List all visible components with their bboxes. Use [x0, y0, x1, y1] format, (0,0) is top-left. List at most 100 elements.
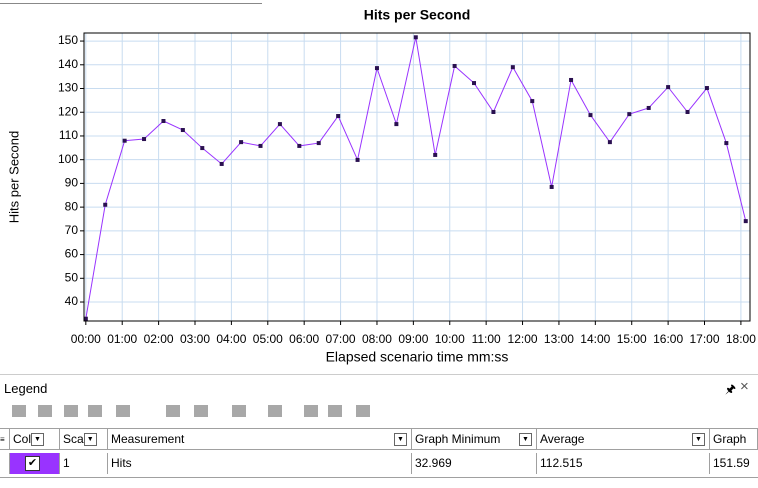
- x-tick-label: 01:00: [107, 332, 137, 346]
- column-header[interactable]: Graph: [710, 429, 758, 450]
- toolbar-button[interactable]: [194, 405, 208, 417]
- data-point: [277, 122, 282, 127]
- data-point: [588, 113, 593, 118]
- toolbar-button[interactable]: [232, 405, 246, 417]
- y-tick-label: 140: [58, 57, 78, 71]
- x-tick-label: 13:00: [544, 332, 574, 346]
- x-tick-label: 07:00: [326, 332, 356, 346]
- y-tick-label: 50: [65, 270, 79, 284]
- data-point: [413, 35, 418, 40]
- x-tick-label: 11:00: [472, 332, 501, 346]
- toolbar-button[interactable]: [166, 405, 180, 417]
- data-point: [685, 109, 690, 114]
- data-point: [161, 119, 166, 124]
- data-point: [433, 152, 438, 157]
- x-tick-label: 03:00: [180, 332, 210, 346]
- data-point: [122, 138, 127, 143]
- y-tick-label: 90: [65, 176, 79, 190]
- data-point: [646, 105, 651, 110]
- y-tick-label: 110: [59, 128, 78, 142]
- x-tick-label: 09:00: [398, 332, 428, 346]
- data-point: [549, 184, 554, 189]
- row-icon: ≡: [0, 429, 10, 450]
- y-tick-label: 70: [65, 223, 79, 237]
- data-point: [103, 202, 108, 207]
- x-tick-label: 15:00: [617, 332, 647, 346]
- data-point: [394, 122, 399, 127]
- toolbar-button[interactable]: [328, 405, 342, 417]
- y-tick-label: 100: [58, 152, 78, 166]
- col-label: Measurement: [111, 432, 185, 446]
- data-point: [530, 99, 535, 104]
- data-point: [142, 137, 147, 142]
- data-point: [374, 66, 379, 71]
- data-point: [239, 140, 244, 145]
- close-button[interactable]: ×: [740, 378, 749, 395]
- x-tick-label: 12:00: [508, 332, 538, 346]
- x-tick-label: 04:00: [216, 332, 246, 346]
- x-tick-label: 14:00: [580, 332, 610, 346]
- col-label: Graph Minimum: [415, 432, 501, 446]
- col-label: Graph: [713, 432, 747, 446]
- toolbar-button[interactable]: [64, 405, 78, 417]
- x-tick-label: 05:00: [253, 332, 283, 346]
- legend-toolbar: [0, 399, 758, 425]
- legend-title: Legend: [4, 381, 48, 396]
- toolbar-button[interactable]: [12, 405, 26, 417]
- col-label: Average: [540, 432, 585, 446]
- toolbar-button[interactable]: [268, 405, 282, 417]
- y-tick-label: 130: [58, 81, 78, 95]
- col-label: Col: [13, 432, 32, 446]
- y-axis-label: Hits per Second: [6, 131, 21, 224]
- data-point: [219, 161, 224, 166]
- column-header[interactable]: Sca ▼: [60, 429, 108, 450]
- row-icon: [0, 453, 10, 474]
- column-header[interactable]: Col ▼: [10, 429, 60, 450]
- x-tick-label: 08:00: [362, 332, 392, 346]
- data-point: [666, 85, 671, 90]
- toolbar-button[interactable]: [356, 405, 370, 417]
- toolbar-button[interactable]: [38, 405, 52, 417]
- data-point: [297, 143, 302, 148]
- y-tick-label: 40: [65, 294, 79, 308]
- y-tick-label: 120: [58, 104, 78, 118]
- col-label: Sca: [63, 432, 84, 446]
- data-point: [452, 63, 457, 68]
- x-tick-label: 02:00: [144, 332, 174, 346]
- toolbar-button[interactable]: [116, 405, 130, 417]
- x-tick-label: 10:00: [435, 332, 465, 346]
- data-point: [316, 141, 321, 146]
- data-point: [627, 112, 632, 117]
- pin-button[interactable]: 🖈: [725, 382, 737, 396]
- data-point: [180, 128, 185, 133]
- chart: Hits per Second Elapsed scenario time mm…: [6, 7, 756, 365]
- toolbar-button[interactable]: [88, 405, 102, 417]
- data-point: [200, 146, 205, 151]
- x-tick-label: 06:00: [289, 332, 319, 346]
- minimum-cell: 32.969: [412, 453, 537, 474]
- scale-cell: 1: [60, 453, 108, 474]
- toolbar-button[interactable]: [304, 405, 318, 417]
- x-axis-label: Elapsed scenario time mm:ss: [326, 349, 509, 365]
- data-point: [743, 219, 748, 224]
- x-tick-label: 00:00: [71, 332, 101, 346]
- measurement-cell: Hits: [108, 453, 412, 474]
- tab-strip: [0, 0, 262, 4]
- data-point: [510, 65, 515, 70]
- column-header[interactable]: Measurement ▼: [108, 429, 412, 450]
- data-point: [83, 316, 88, 321]
- y-tick-label: 80: [65, 199, 79, 213]
- checkbox[interactable]: ✔: [25, 456, 40, 471]
- color-cell[interactable]: ✔: [10, 453, 60, 474]
- x-tick-label: 17:00: [689, 332, 719, 346]
- x-tick-label: 18:00: [726, 332, 756, 346]
- column-header[interactable]: Average ▼: [537, 429, 710, 450]
- column-header[interactable]: Graph Minimum ▼: [412, 429, 537, 450]
- y-tick-label: 60: [65, 247, 79, 261]
- data-point: [607, 140, 612, 145]
- y-tick-label: 150: [58, 33, 78, 47]
- chart-title: Hits per Second: [364, 7, 471, 23]
- data-point: [724, 141, 729, 146]
- legend-table: ≡ Col ▼ Sca ▼ Measurement ▼ Graph Minimum ▼ …: [0, 428, 758, 478]
